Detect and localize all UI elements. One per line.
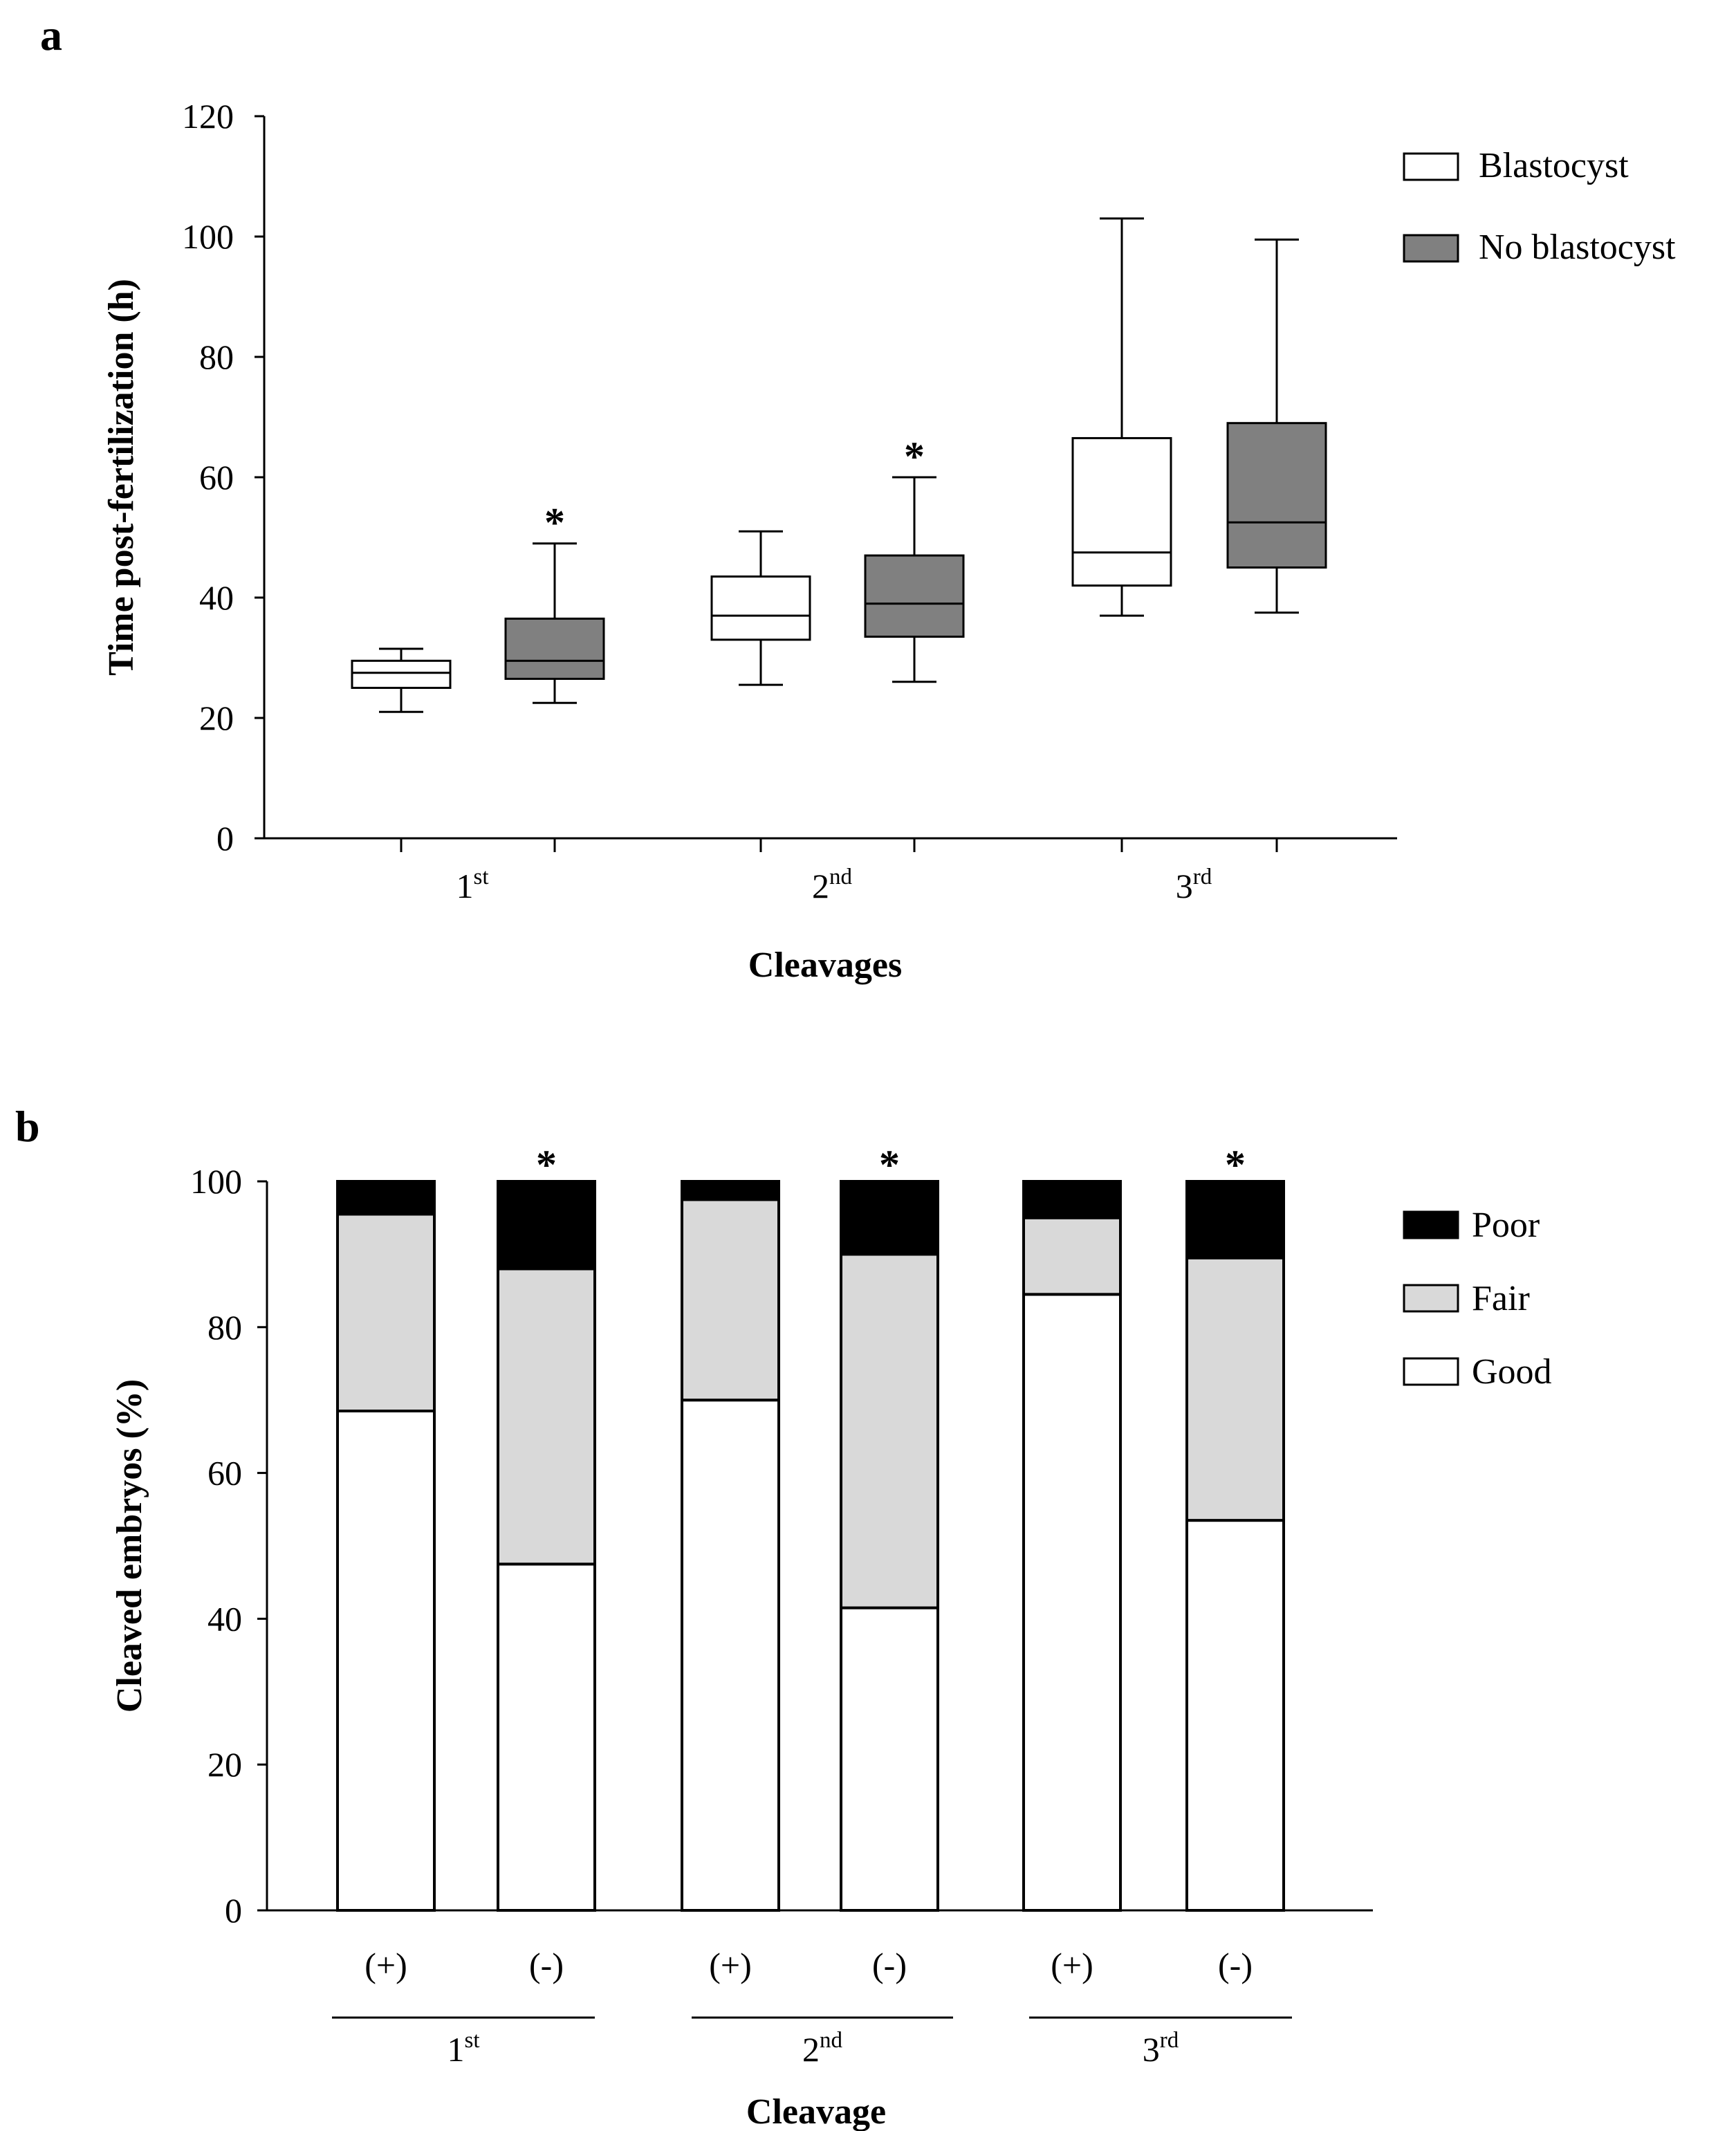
panel-a-label: a (40, 10, 62, 59)
box (504, 617, 605, 680)
bar-segment-good (840, 1606, 939, 1912)
x-tick-label: 3rd (1176, 865, 1212, 905)
legend-label: Poor (1472, 1206, 1540, 1245)
box (710, 575, 811, 641)
y-tick-label: 20 (207, 1745, 242, 1784)
x-tick-label: 1st (456, 865, 488, 905)
y-tick-label: 60 (199, 458, 234, 497)
y-tick-label: 40 (207, 1599, 242, 1638)
significance-star: * (1225, 1142, 1246, 1188)
bar-label: (-) (1218, 1946, 1253, 1984)
legend-label: No blastocyst (1479, 228, 1676, 267)
box (1071, 436, 1172, 587)
bar-label: (-) (529, 1946, 564, 1984)
box-plot-chart: 0 20 40 60 80 100 120 1st * 2nd * 3rd Time post-fert… (102, 97, 1676, 985)
bar-segment-fair (497, 1267, 596, 1566)
bar-label: (+) (709, 1946, 752, 1984)
y-tick-label: 20 (199, 699, 234, 737)
significance-star: * (536, 1142, 557, 1188)
y-axis-title: Cleaved embryos (%) (110, 1379, 149, 1713)
y-tick-label: 40 (199, 578, 234, 617)
bar-segment-fair (681, 1198, 780, 1402)
box (864, 554, 965, 638)
group-label: 3rd (1143, 2028, 1179, 2069)
legend-label: Fair (1472, 1279, 1530, 1318)
x-axis-title: Cleavage (746, 2092, 886, 2131)
bar-segment-good (336, 1410, 436, 1912)
significance-star: * (904, 434, 925, 479)
y-tick-label: 100 (182, 217, 234, 256)
bar-segment-good (681, 1399, 780, 1912)
y-axis-title: Time post-fertilization (h) (102, 279, 141, 676)
significance-star: * (879, 1142, 900, 1188)
legend-swatch (1403, 234, 1459, 263)
y-tick-label: 120 (182, 97, 234, 136)
box (351, 659, 452, 689)
y-tick-label: 80 (199, 338, 234, 376)
significance-star: * (544, 500, 565, 546)
legend-swatch (1403, 1284, 1459, 1313)
x-tick-label: 2nd (812, 865, 853, 905)
legend-swatch (1403, 1210, 1459, 1239)
bar-segment-fair (840, 1253, 939, 1609)
bar-segment-poor (1185, 1180, 1285, 1260)
bar-segment-poor (840, 1180, 939, 1256)
bar-segment-good (1185, 1519, 1285, 1912)
y-tick-label: 100 (190, 1162, 242, 1201)
bar-segment-good (1022, 1293, 1122, 1912)
y-tick-label: 60 (207, 1454, 242, 1493)
x-axis-title: Cleavages (748, 945, 902, 985)
bar-segment-fair (1185, 1256, 1285, 1522)
box (1226, 422, 1327, 569)
bar-label: (+) (364, 1946, 407, 1984)
stacked-bar-chart: 0 20 40 60 80 100 (+) (-) * (+) (-) * (+) (-) * 1st 2nd 3… (110, 1142, 1552, 2131)
y-tick-label: 80 (207, 1308, 242, 1347)
legend-swatch (1403, 152, 1459, 181)
legend-label: Blastocyst (1479, 146, 1629, 185)
group-label: 2nd (802, 2028, 843, 2069)
bar-segment-poor (681, 1180, 780, 1201)
panel-b-label: b (15, 1102, 40, 1151)
bar-segment-poor (336, 1180, 436, 1216)
bar-label: (+) (1051, 1946, 1093, 1984)
bar-label: (-) (872, 1946, 907, 1984)
legend-swatch (1403, 1357, 1459, 1386)
bar-segment-fair (1022, 1216, 1122, 1296)
bar-segment-poor (1022, 1180, 1122, 1219)
bar-segment-fair (336, 1212, 436, 1413)
group-label: 1st (447, 2028, 479, 2069)
bar-segment-poor (497, 1180, 596, 1271)
y-tick-label: 0 (216, 819, 234, 858)
bar-segment-good (497, 1562, 596, 1912)
y-tick-label: 0 (225, 1891, 242, 1930)
legend-label: Good (1472, 1352, 1552, 1392)
